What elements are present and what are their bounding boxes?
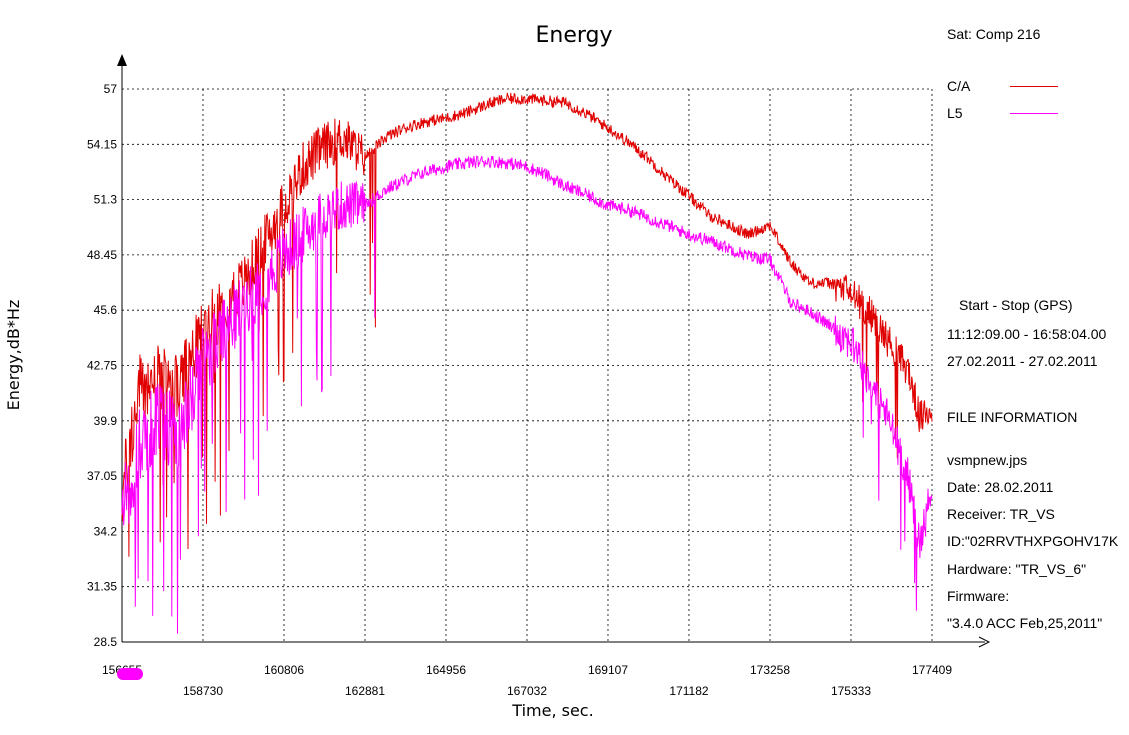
y-tick-label: 34.2	[94, 524, 118, 538]
y-tick-label: 48.45	[87, 248, 117, 262]
y-tick-label: 51.3	[94, 193, 118, 207]
series-lines	[121, 92, 933, 634]
y-tick-label: 42.75	[87, 359, 117, 373]
legend-label-ca: C/A	[947, 78, 971, 94]
x-tick-label: 162881	[345, 684, 385, 698]
scroll-marker[interactable]	[117, 668, 143, 680]
firmware-label: Firmware:	[947, 588, 1010, 604]
firmware-value: "3.4.0 ACC Feb,25,2011"	[947, 615, 1103, 631]
x-tick-label: 160806	[264, 663, 304, 677]
start-stop-label: Start - Stop (GPS)	[959, 297, 1073, 313]
y-tick-label: 57	[104, 82, 118, 96]
y-tick-label: 45.6	[94, 303, 118, 317]
y-tick-label: 31.35	[87, 580, 117, 594]
x-tick-label: 169107	[588, 663, 628, 677]
series-line-ca	[121, 92, 933, 557]
legend-label-l5: L5	[947, 105, 963, 121]
satellite-label: Sat: Comp 216	[947, 26, 1041, 42]
chart-title: Energy	[535, 23, 612, 48]
legend-swatch-l5	[1010, 113, 1058, 114]
legend-swatch-ca	[1010, 86, 1058, 87]
y-tick-label: 28.5	[94, 635, 118, 649]
file-info-header: FILE INFORMATION	[947, 409, 1078, 425]
time-range: 11:12:09.00 - 16:58:04.00	[947, 326, 1107, 342]
y-tick-labels: 57 54.15 51.3 48.45 45.6 42.75 39.9 37.05 34.2 31…	[87, 82, 117, 649]
grid	[122, 88, 933, 642]
x-axis-title: Time, sec.	[511, 701, 593, 720]
date-range: 27.02.2011 - 27.02.2011	[947, 353, 1098, 369]
x-tick-label: 175333	[831, 684, 871, 698]
x-tick-label: 173258	[750, 663, 790, 677]
x-tick-label: 167032	[507, 684, 547, 698]
y-axis-arrow	[117, 54, 127, 66]
receiver: Receiver: TR_VS	[947, 506, 1055, 522]
y-tick-label: 39.9	[94, 414, 118, 428]
x-axis-arrow	[978, 636, 991, 648]
y-tick-label: 37.05	[87, 469, 117, 483]
file-date: Date: 28.02.2011	[947, 479, 1054, 495]
series-line-l5	[121, 155, 933, 634]
y-tick-label: 54.15	[87, 137, 117, 151]
receiver-id: ID:"02RRVTHXPGOHV17K	[947, 533, 1119, 549]
y-axis-title: Energy,dB*Hz	[4, 300, 23, 411]
x-tick-label: 177409	[912, 663, 952, 677]
axes	[117, 54, 991, 648]
x-tick-labels: 1566551608061649561691071732581774091587…	[102, 663, 952, 698]
file-name: vsmpnew.jps	[947, 452, 1028, 468]
x-tick-label: 171182	[669, 684, 708, 698]
hardware: Hardware: "TR_VS_6"	[947, 561, 1087, 577]
x-tick-label: 164956	[426, 663, 466, 677]
x-tick-label: 158730	[183, 684, 223, 698]
